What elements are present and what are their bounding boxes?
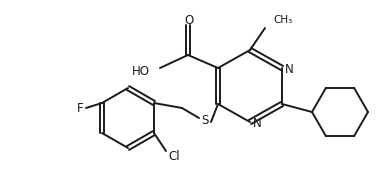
Text: CH₃: CH₃ [273,15,292,25]
Text: N: N [253,116,261,130]
Text: S: S [201,113,209,126]
Text: Cl: Cl [168,150,180,162]
Text: N: N [285,63,293,75]
Text: F: F [77,102,83,114]
Text: HO: HO [132,64,150,77]
Text: O: O [185,14,194,26]
